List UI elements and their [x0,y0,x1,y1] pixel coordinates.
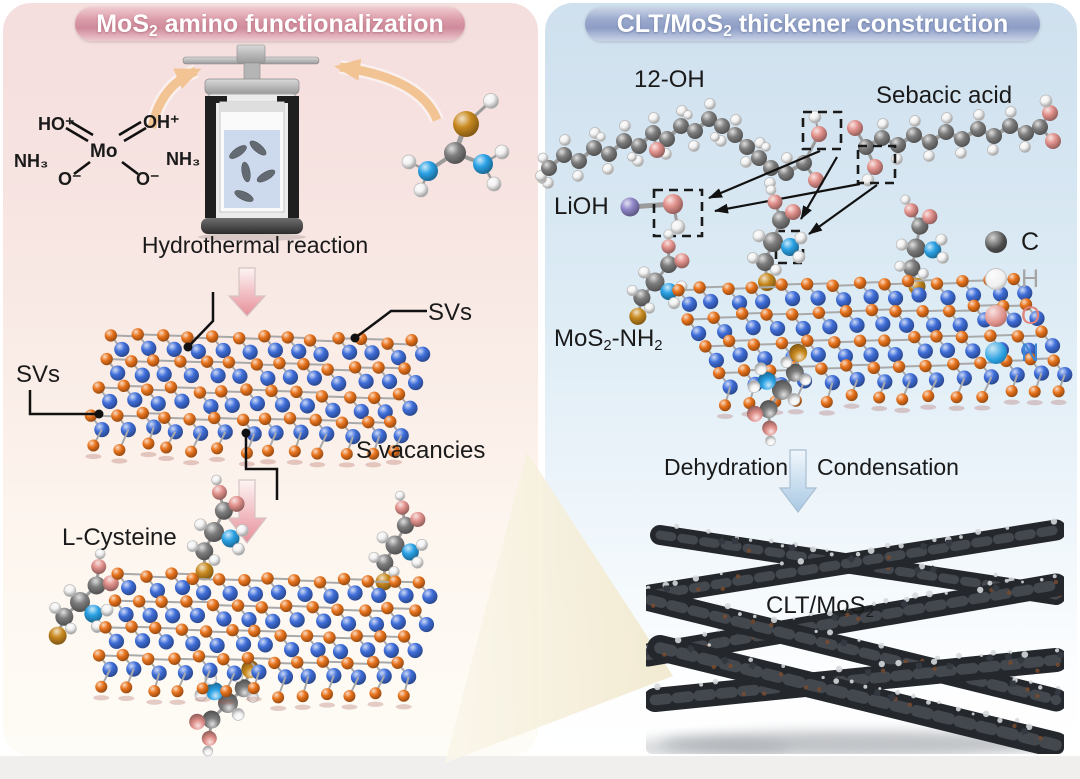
legend-row-c: C [985,228,1040,256]
legend-symbol: O [1021,302,1041,330]
left-panel [3,3,538,756]
atom-legend: C H O N [985,230,1040,378]
precursor-mo-label: Mo [90,141,118,162]
mos2-nh2-label: MoS2-NH2 [554,325,663,355]
hydrogen-sphere-icon [985,268,1007,290]
oxygen-sphere-icon [985,305,1007,327]
right-panel-title: CLT/MoS2 thickener construction [585,7,1040,41]
legend-row-h: H [985,265,1040,293]
precursor-ho-label: HO⁺ [38,114,75,134]
lioh-label: LiOH [554,193,609,220]
l-cysteine-label: L-Cysteine [62,524,177,551]
clt-mos2-label: CLT/MoS2 [766,592,874,622]
dehydration-label: Dehydration [664,454,789,480]
bottom-strip [0,756,1080,779]
precursor-nh3-right-label: NH₃ [166,149,201,169]
hydrothermal-caption: Hydrothermal reaction [141,232,369,258]
precursor-o-right-label: O⁻ [136,169,160,189]
precursor-o-left-label: O⁻ [58,169,82,189]
carbon-sphere-icon [985,231,1007,253]
right-panel [545,3,1077,756]
legend-symbol: C [1021,228,1040,256]
svs-right-label: SVs [428,299,473,326]
precursor-nh3-left-label: NH₃ [14,151,49,171]
precursor-oh-label: OH⁺ [143,112,180,132]
svs-left-label: SVs [16,361,61,388]
nitrogen-sphere-icon [985,342,1007,364]
s-vacancies-label: S vacancies [356,437,486,464]
condensation-label: Condensation [817,454,959,480]
12oh-label: 12-OH [634,66,705,93]
legend-symbol: H [1021,265,1040,293]
left-panel-title: MoS2 amino functionalization [75,7,465,41]
legend-row-o: O [985,302,1041,330]
legend-symbol: N [1021,339,1040,367]
sebacic-acid-label: Sebacic acid [876,82,1013,109]
legend-row-n: N [985,339,1040,367]
